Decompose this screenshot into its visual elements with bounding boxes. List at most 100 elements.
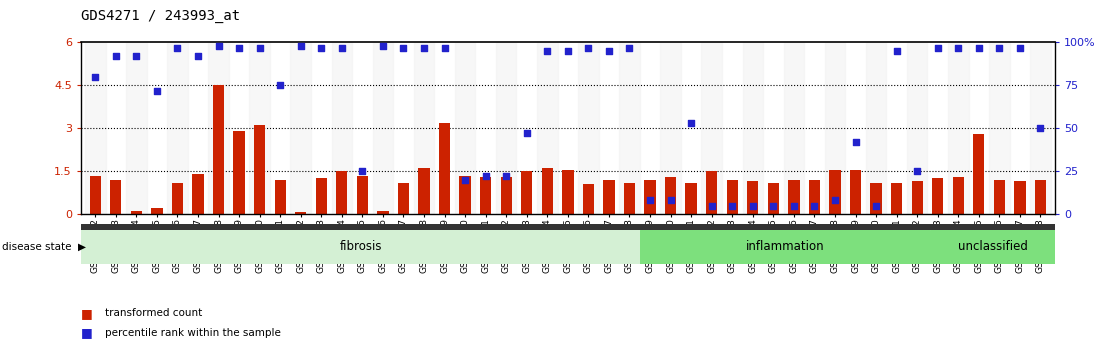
Bar: [542, 169, 553, 214]
Bar: [419, 169, 430, 214]
Point: [312, 45, 330, 51]
Bar: [665, 177, 676, 214]
Bar: [254, 125, 265, 214]
Bar: [891, 183, 902, 214]
Point: [724, 203, 741, 209]
Bar: [578, 42, 598, 214]
Point: [456, 177, 474, 183]
Bar: [624, 183, 635, 214]
Bar: [131, 211, 142, 214]
Point: [991, 45, 1008, 51]
Bar: [439, 122, 450, 214]
Point: [148, 88, 166, 93]
Bar: [521, 171, 533, 214]
Point: [189, 53, 207, 59]
Point: [517, 131, 535, 136]
Text: unclassified: unclassified: [957, 240, 1027, 253]
Text: ■: ■: [81, 326, 93, 339]
Point: [497, 173, 515, 179]
Bar: [234, 131, 245, 214]
Bar: [871, 183, 882, 214]
Point: [250, 45, 268, 51]
Point: [743, 203, 761, 209]
Point: [970, 45, 987, 51]
Point: [291, 43, 309, 49]
Bar: [167, 42, 187, 214]
Bar: [783, 42, 804, 214]
Point: [1032, 125, 1049, 131]
Bar: [460, 176, 471, 214]
Bar: [336, 171, 348, 214]
Point: [416, 45, 433, 51]
Bar: [742, 42, 763, 214]
Point: [435, 45, 453, 51]
Text: GDS4271 / 243993_at: GDS4271 / 243993_at: [81, 9, 240, 23]
Point: [827, 198, 844, 203]
Bar: [193, 174, 204, 214]
Point: [784, 203, 802, 209]
Point: [394, 45, 412, 51]
Point: [107, 53, 125, 59]
Bar: [660, 42, 680, 214]
Bar: [213, 85, 224, 214]
Point: [579, 45, 597, 51]
Bar: [994, 180, 1005, 214]
Point: [683, 120, 700, 126]
Point: [168, 45, 186, 51]
Text: disease state  ▶: disease state ▶: [2, 242, 86, 252]
Bar: [932, 178, 943, 214]
Point: [353, 169, 371, 174]
Text: ■: ■: [81, 307, 93, 320]
Point: [868, 203, 885, 209]
Point: [334, 45, 351, 51]
Bar: [110, 180, 122, 214]
Point: [888, 48, 905, 54]
Bar: [275, 180, 286, 214]
Bar: [249, 42, 270, 214]
Bar: [501, 177, 512, 214]
Point: [601, 48, 618, 54]
Bar: [290, 42, 311, 214]
Point: [765, 203, 782, 209]
Point: [230, 45, 248, 51]
Point: [642, 198, 659, 203]
Point: [909, 169, 926, 174]
Bar: [152, 208, 163, 214]
Point: [538, 48, 556, 54]
Point: [375, 43, 392, 49]
Bar: [701, 42, 722, 214]
Bar: [906, 42, 927, 214]
Point: [127, 53, 145, 59]
Bar: [989, 42, 1009, 214]
Point: [1010, 45, 1028, 51]
Bar: [619, 42, 639, 214]
Bar: [295, 212, 307, 214]
Bar: [603, 180, 615, 214]
Bar: [948, 42, 968, 214]
Bar: [413, 42, 434, 214]
Bar: [645, 180, 656, 214]
Bar: [727, 180, 738, 214]
Bar: [126, 42, 146, 214]
Bar: [398, 183, 409, 214]
Point: [847, 139, 864, 145]
Bar: [824, 42, 845, 214]
Bar: [480, 177, 491, 214]
Bar: [90, 176, 101, 214]
Bar: [331, 42, 352, 214]
Bar: [829, 170, 841, 214]
Bar: [357, 176, 368, 214]
Bar: [747, 181, 758, 214]
Point: [209, 43, 227, 49]
Point: [620, 45, 638, 51]
Bar: [583, 184, 594, 214]
Bar: [1030, 42, 1050, 214]
Point: [271, 82, 289, 88]
Bar: [973, 134, 984, 214]
Bar: [208, 42, 229, 214]
Bar: [788, 180, 800, 214]
Point: [950, 45, 967, 51]
Point: [806, 203, 823, 209]
Bar: [316, 178, 327, 214]
Text: transformed count: transformed count: [105, 308, 203, 318]
